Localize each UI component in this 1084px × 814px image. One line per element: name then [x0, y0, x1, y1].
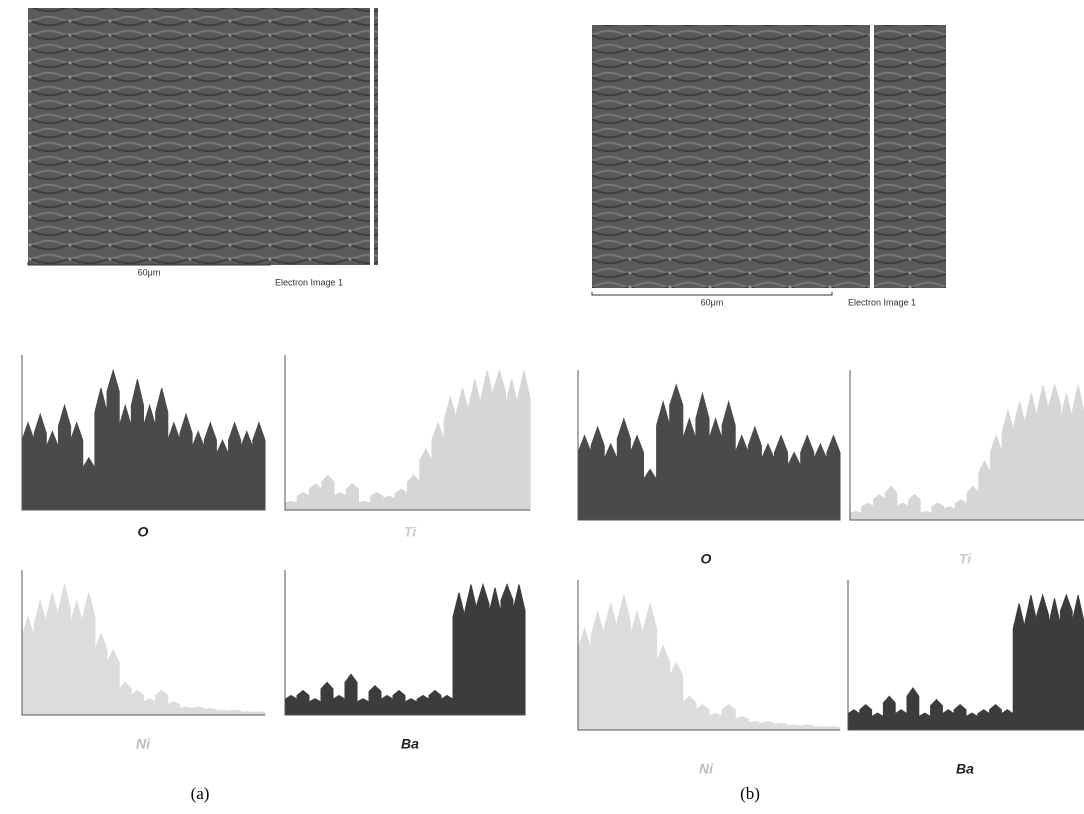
sem-image: [592, 25, 946, 288]
element-label: Ba: [401, 736, 419, 752]
plot-axes: [577, 580, 840, 731]
plot-axes: [21, 355, 265, 511]
panel-caption: (b): [740, 784, 760, 803]
element-label: O: [138, 524, 149, 540]
line-scan-profile: [21, 368, 266, 511]
plot-axes: [284, 570, 525, 716]
image-label: Electron Image 1: [275, 277, 343, 287]
line-scan-profile: [284, 582, 526, 716]
plot-axes: [21, 570, 265, 716]
line-scan-profile: [284, 368, 531, 511]
plot-axes: [849, 370, 1084, 521]
element-label: Ti: [959, 551, 972, 567]
scale-bar: [27, 262, 271, 266]
line-scan-profile: [577, 594, 841, 731]
plot-axes: [284, 355, 530, 511]
scale-bar-label: 60μm: [138, 267, 161, 277]
line-scan-profile: [847, 593, 1084, 731]
element-label: Ni: [136, 736, 151, 752]
scale-bar-label: 60μm: [701, 297, 724, 307]
element-label: Ti: [404, 524, 417, 540]
sem-image: [28, 8, 378, 265]
element-label: Ba: [956, 761, 974, 777]
element-label: Ni: [699, 761, 714, 777]
image-divider: [870, 25, 874, 288]
panel-caption: (a): [191, 784, 210, 803]
plot-axes: [847, 580, 1084, 731]
plot-axes: [577, 370, 840, 521]
line-scan-profile: [577, 383, 841, 521]
line-scan-profile: [849, 383, 1084, 521]
scale-bar: [591, 292, 833, 296]
image-divider: [370, 8, 374, 265]
line-scan-profile: [21, 584, 266, 716]
element-label: O: [701, 551, 712, 567]
image-label: Electron Image 1: [848, 297, 916, 307]
